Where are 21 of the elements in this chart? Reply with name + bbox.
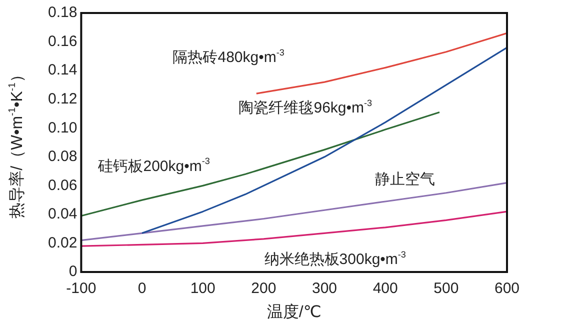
x-tick-label: 500: [434, 280, 459, 298]
y-tick-label: 0.14: [48, 62, 78, 79]
x-tick-label: 600: [494, 280, 520, 298]
x-tick-label: -100: [66, 280, 96, 298]
x-tick-label: 100: [190, 280, 216, 298]
x-axis-title: 温度/℃: [266, 303, 322, 321]
y-tick-label: 0.04: [48, 206, 78, 223]
x-tick-label: 300: [312, 280, 338, 298]
y-tick-label: 0.08: [48, 148, 78, 166]
x-tick-label: 0: [138, 280, 146, 298]
y-axis-title: 热导率/（W•m-1•K-1）: [6, 66, 26, 218]
y-tick-label: 0.10: [48, 119, 78, 136]
x-tick-label: 400: [372, 280, 398, 298]
y-tick-label: 0.18: [48, 4, 78, 22]
y-tick-label: 0.12: [48, 90, 78, 108]
x-tick-label: 200: [251, 280, 276, 298]
series-label: 静止空气: [375, 170, 435, 188]
y-tick-label: 0: [68, 263, 78, 280]
y-tick-label: 0.06: [48, 176, 78, 194]
y-tick-label: 0.02: [48, 234, 78, 252]
y-tick-label: 0.16: [48, 32, 78, 50]
